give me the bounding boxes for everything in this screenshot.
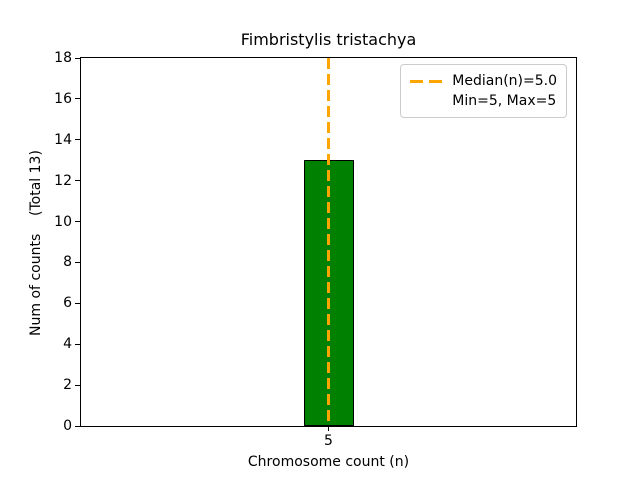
legend: Median(n)=5.0 Min=5, Max=5 <box>400 64 567 118</box>
y-tick-label: 8 <box>63 254 72 271</box>
y-tick-label: 14 <box>54 131 72 148</box>
y-tick-mark <box>75 98 80 100</box>
y-tick-label: 0 <box>63 418 72 434</box>
y-tick-label: 10 <box>54 213 72 230</box>
y-tick-mark <box>75 425 80 427</box>
y-tick-label: 18 <box>54 50 72 66</box>
y-tick-label: 2 <box>63 377 72 394</box>
y-tick-label: 6 <box>63 295 72 312</box>
y-tick-mark <box>75 221 80 223</box>
chart-title: Fimbristylis tristachya <box>240 30 417 49</box>
y-tick-label: 4 <box>63 336 72 353</box>
dashed-line-icon <box>410 79 443 83</box>
legend-empty-handle <box>410 100 442 103</box>
legend-entry-median: Median(n)=5.0 <box>410 71 557 91</box>
x-tick-label: 5 <box>324 433 333 449</box>
legend-label-median: Median(n)=5.0 <box>452 73 557 89</box>
y-tick-label: 12 <box>54 172 72 189</box>
y-tick-mark <box>75 384 80 386</box>
y-tick-mark <box>75 180 80 182</box>
y-tick-mark <box>75 302 80 304</box>
y-tick-mark <box>75 139 80 141</box>
y-tick-mark <box>75 261 80 263</box>
x-tick-mark <box>328 426 329 431</box>
y-tick-mark <box>75 343 80 345</box>
y-tick-mark <box>75 57 80 59</box>
y-axis-label: Num of counts (Total 13) <box>28 150 44 336</box>
x-axis-label: Chromosome count (n) <box>247 454 410 470</box>
legend-entry-minmax: Min=5, Max=5 <box>410 91 557 111</box>
y-tick-label: 16 <box>54 90 72 107</box>
plot-area: Fimbristylis tristachya Num of counts (T… <box>28 30 577 470</box>
legend-label-minmax: Min=5, Max=5 <box>452 93 557 109</box>
median-line <box>327 58 330 426</box>
